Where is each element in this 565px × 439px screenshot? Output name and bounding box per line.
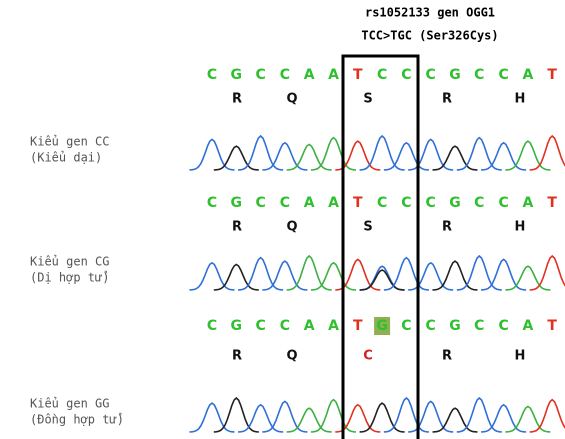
peak [384, 258, 429, 290]
peak [457, 256, 502, 290]
peak [238, 136, 283, 170]
peak [190, 139, 235, 170]
figure: rs1052133 gen OGG1 TCC>TGC (Ser326Cys) K… [0, 0, 565, 439]
base: C [207, 67, 217, 83]
amino-acid: R [232, 220, 242, 235]
base: A [328, 318, 339, 334]
base: C [401, 318, 411, 334]
peak [530, 256, 565, 290]
amino-acid: R [442, 220, 452, 235]
peak [530, 400, 565, 432]
base: T [353, 67, 363, 83]
base: T [547, 318, 557, 334]
genotype-label: (Dị hợp tử) [30, 271, 109, 285]
amino-acid: C [363, 349, 373, 364]
genotype-label: Kiểu gen CG [30, 255, 109, 269]
base: T [353, 195, 363, 211]
base: A [522, 195, 533, 211]
amino-acid: S [363, 92, 372, 107]
base: C [280, 318, 290, 334]
genotype-label: (Đồng hợp tử) [30, 413, 124, 427]
base: C [401, 67, 411, 83]
base: G [449, 318, 461, 334]
base: C [280, 195, 290, 211]
panels: Kiểu gen CC(Kiểu dại)CGCCAATCCCGCCATRQSR… [30, 67, 565, 432]
peak [360, 270, 405, 290]
amino-acid: Q [286, 92, 297, 107]
codon-box [343, 56, 418, 439]
base: C [255, 318, 265, 334]
base: A [304, 67, 315, 83]
base: T [547, 195, 557, 211]
amino-acid: Q [286, 349, 297, 364]
peak [408, 139, 453, 170]
base: G [449, 195, 461, 211]
amino-acid: S [363, 220, 372, 235]
peak [360, 136, 405, 170]
peak [287, 256, 332, 290]
base: T [547, 67, 557, 83]
base: A [522, 67, 533, 83]
amino-acid: R [442, 92, 452, 107]
peak [238, 258, 283, 290]
base: C [426, 195, 436, 211]
genotype-label: Kiểu gen GG [30, 397, 109, 411]
base: T [353, 318, 363, 334]
base: C [474, 318, 484, 334]
base: A [522, 318, 533, 334]
base: G [231, 318, 243, 334]
base: G [231, 195, 243, 211]
header-line: rs1052133 gen OGG1 [365, 6, 495, 20]
base: C [426, 318, 436, 334]
amino-acid: R [442, 349, 452, 364]
amino-acid: H [515, 349, 526, 364]
genotype-label: (Kiểu dại) [30, 151, 102, 165]
base: G [376, 318, 388, 334]
base: C [377, 67, 387, 83]
base: C [498, 318, 508, 334]
base: C [255, 195, 265, 211]
peak [311, 400, 356, 432]
base: C [474, 67, 484, 83]
base: C [498, 67, 508, 83]
amino-acid: R [232, 92, 242, 107]
base: A [304, 195, 315, 211]
base: G [231, 67, 243, 83]
peak [262, 401, 307, 432]
peak [457, 138, 502, 170]
base: C [401, 195, 411, 211]
peak [384, 398, 429, 432]
peak [190, 263, 235, 290]
amino-acid: H [515, 220, 526, 235]
base: A [328, 67, 339, 83]
base: C [255, 67, 265, 83]
base: G [449, 67, 461, 83]
amino-acid: Q [286, 220, 297, 235]
peak [311, 138, 356, 170]
base: C [474, 195, 484, 211]
base: C [426, 67, 436, 83]
header-line: TCC>TGC (Ser326Cys) [361, 29, 498, 43]
base: C [498, 195, 508, 211]
peak [214, 398, 259, 432]
peak [457, 398, 502, 432]
amino-acid: H [515, 92, 526, 107]
genotype-label: Kiểu gen CC [30, 135, 109, 149]
base: C [207, 318, 217, 334]
amino-acid: R [232, 349, 242, 364]
base: C [207, 195, 217, 211]
base: C [377, 195, 387, 211]
base: A [304, 318, 315, 334]
base: A [328, 195, 339, 211]
base: C [280, 67, 290, 83]
